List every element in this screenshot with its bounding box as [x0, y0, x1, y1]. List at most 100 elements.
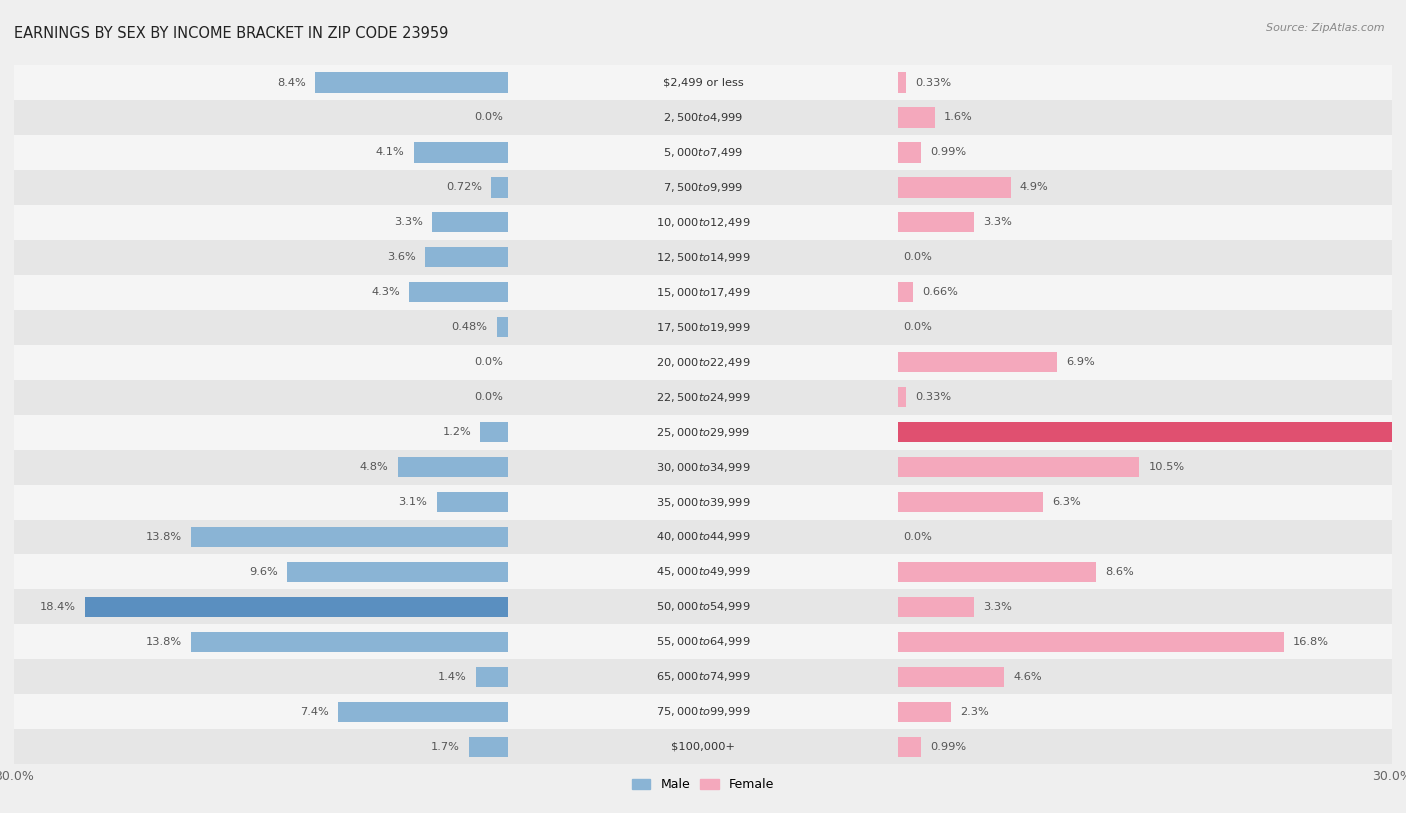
- Text: $15,000 to $17,499: $15,000 to $17,499: [655, 286, 751, 298]
- Text: $12,500 to $14,999: $12,500 to $14,999: [655, 251, 751, 263]
- Text: $10,000 to $12,499: $10,000 to $12,499: [655, 216, 751, 228]
- Text: $17,500 to $19,999: $17,500 to $19,999: [655, 321, 751, 333]
- Text: $2,499 or less: $2,499 or less: [662, 77, 744, 88]
- Bar: [191, 632, 508, 652]
- Text: 4.8%: 4.8%: [360, 462, 388, 472]
- Bar: [14, 240, 1392, 275]
- Text: 13.8%: 13.8%: [146, 637, 181, 647]
- Bar: [437, 492, 508, 512]
- Bar: [14, 450, 1392, 485]
- Text: $22,500 to $24,999: $22,500 to $24,999: [655, 391, 751, 403]
- Bar: [14, 520, 1392, 554]
- Bar: [315, 72, 508, 93]
- Bar: [425, 247, 508, 267]
- Bar: [14, 205, 1392, 240]
- Bar: [898, 457, 1139, 477]
- Text: 1.2%: 1.2%: [443, 427, 471, 437]
- Bar: [14, 170, 1392, 205]
- Text: 6.9%: 6.9%: [1066, 357, 1095, 367]
- Text: 6.3%: 6.3%: [1052, 497, 1081, 507]
- Text: 3.3%: 3.3%: [394, 217, 423, 228]
- Bar: [14, 624, 1392, 659]
- Bar: [287, 562, 508, 582]
- Bar: [898, 72, 905, 93]
- Text: 1.6%: 1.6%: [945, 112, 973, 123]
- Text: 18.4%: 18.4%: [39, 602, 76, 612]
- Text: 7.4%: 7.4%: [299, 706, 329, 717]
- Bar: [14, 135, 1392, 170]
- Legend: Male, Female: Male, Female: [627, 773, 779, 797]
- Text: $20,000 to $22,499: $20,000 to $22,499: [655, 356, 751, 368]
- Text: 3.1%: 3.1%: [398, 497, 427, 507]
- Bar: [475, 667, 508, 687]
- Bar: [898, 107, 935, 128]
- Text: $25,000 to $29,999: $25,000 to $29,999: [655, 426, 751, 438]
- Text: 0.0%: 0.0%: [474, 392, 503, 402]
- Bar: [14, 659, 1392, 694]
- Text: 0.99%: 0.99%: [931, 741, 966, 752]
- Text: 1.4%: 1.4%: [437, 672, 467, 682]
- Text: 0.33%: 0.33%: [915, 392, 950, 402]
- Bar: [898, 142, 921, 163]
- Text: 0.0%: 0.0%: [903, 532, 932, 542]
- Text: Source: ZipAtlas.com: Source: ZipAtlas.com: [1267, 23, 1385, 33]
- Text: 0.0%: 0.0%: [903, 322, 932, 333]
- Text: 0.33%: 0.33%: [915, 77, 950, 88]
- Text: $55,000 to $64,999: $55,000 to $64,999: [655, 636, 751, 648]
- Bar: [409, 282, 508, 302]
- Bar: [468, 737, 508, 757]
- Bar: [14, 415, 1392, 450]
- Bar: [898, 212, 974, 233]
- Text: 0.0%: 0.0%: [474, 112, 503, 123]
- Bar: [14, 275, 1392, 310]
- Bar: [898, 492, 1043, 512]
- Text: $7,500 to $9,999: $7,500 to $9,999: [664, 181, 742, 193]
- Bar: [14, 65, 1392, 100]
- Bar: [496, 317, 508, 337]
- Text: 1.7%: 1.7%: [430, 741, 460, 752]
- Bar: [14, 310, 1392, 345]
- Bar: [337, 702, 508, 722]
- Text: $2,500 to $4,999: $2,500 to $4,999: [664, 111, 742, 124]
- Text: 2.3%: 2.3%: [960, 706, 988, 717]
- Bar: [86, 597, 508, 617]
- Bar: [14, 589, 1392, 624]
- Text: 13.8%: 13.8%: [146, 532, 181, 542]
- Bar: [14, 694, 1392, 729]
- Text: 10.5%: 10.5%: [1149, 462, 1185, 472]
- Bar: [898, 667, 1004, 687]
- Bar: [432, 212, 508, 233]
- Text: 0.99%: 0.99%: [931, 147, 966, 158]
- Bar: [898, 422, 1406, 442]
- Text: 0.66%: 0.66%: [922, 287, 959, 298]
- Bar: [898, 387, 905, 407]
- Bar: [491, 177, 508, 198]
- Text: 3.6%: 3.6%: [387, 252, 416, 263]
- Bar: [898, 562, 1095, 582]
- Bar: [14, 100, 1392, 135]
- Bar: [14, 380, 1392, 415]
- Text: 0.0%: 0.0%: [903, 252, 932, 263]
- Text: 16.8%: 16.8%: [1294, 637, 1329, 647]
- Bar: [898, 737, 921, 757]
- Text: 0.72%: 0.72%: [446, 182, 482, 193]
- Bar: [898, 702, 950, 722]
- Text: 0.0%: 0.0%: [474, 357, 503, 367]
- Text: 0.48%: 0.48%: [451, 322, 488, 333]
- Text: 3.3%: 3.3%: [983, 217, 1012, 228]
- Bar: [14, 345, 1392, 380]
- Text: 4.1%: 4.1%: [375, 147, 405, 158]
- Bar: [398, 457, 508, 477]
- Bar: [14, 554, 1392, 589]
- Bar: [191, 527, 508, 547]
- Text: EARNINGS BY SEX BY INCOME BRACKET IN ZIP CODE 23959: EARNINGS BY SEX BY INCOME BRACKET IN ZIP…: [14, 25, 449, 41]
- Bar: [898, 177, 1011, 198]
- Bar: [898, 282, 914, 302]
- Bar: [14, 485, 1392, 520]
- Text: $75,000 to $99,999: $75,000 to $99,999: [655, 706, 751, 718]
- Text: $5,000 to $7,499: $5,000 to $7,499: [664, 146, 742, 159]
- Text: $65,000 to $74,999: $65,000 to $74,999: [655, 671, 751, 683]
- Bar: [898, 597, 974, 617]
- Text: $45,000 to $49,999: $45,000 to $49,999: [655, 566, 751, 578]
- Text: $30,000 to $34,999: $30,000 to $34,999: [655, 461, 751, 473]
